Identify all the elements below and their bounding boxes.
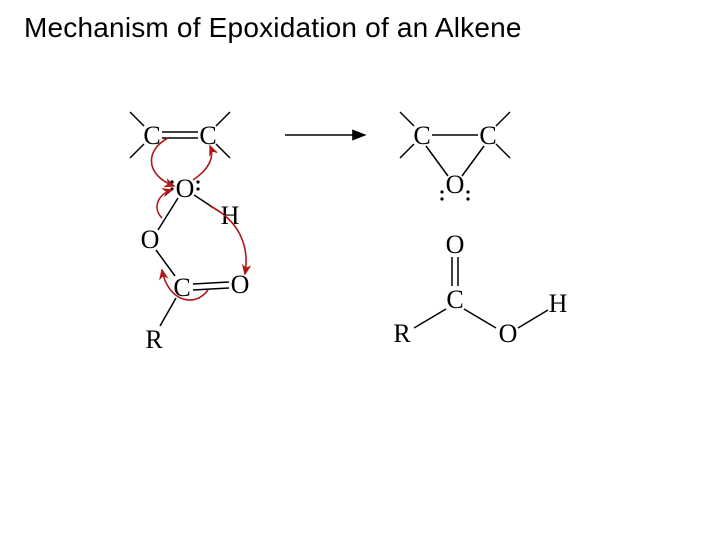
lonepair-dot: [170, 180, 173, 183]
lonepair-dot: [196, 180, 199, 183]
epoxide-C2: C: [479, 121, 496, 150]
bond-Omid-C: [156, 250, 175, 276]
lonepair-dot: [440, 197, 443, 200]
acid-C-OH: [464, 309, 496, 328]
lonepair-dot: [440, 190, 443, 193]
page-title: Mechanism of Epoxidation of an Alkene: [24, 12, 522, 44]
bond-Otop-Omid: [158, 198, 178, 230]
epoxide-C1: C: [413, 121, 430, 150]
ep-sub-C1-up: [400, 112, 414, 126]
sub-C1-up: [130, 112, 144, 126]
arrow-OO-break: [157, 190, 172, 218]
mechanism-diagram: C C O H O C O R C C: [90, 90, 630, 450]
epoxide-O: O: [446, 170, 465, 199]
ep-sub-C2-down: [496, 144, 510, 158]
lonepair-dot: [466, 197, 469, 200]
bond-C-Odbl-1: [193, 282, 229, 284]
arrow-O-to-C2: [193, 146, 212, 180]
bond-C-R: [160, 298, 176, 326]
lonepair-dot: [466, 190, 469, 193]
acid-O-top: O: [446, 230, 465, 259]
peracid-C: C: [173, 273, 190, 302]
epoxide-C1-O: [426, 146, 448, 176]
bond-C-Odbl-2: [193, 288, 229, 290]
sub-C1-down: [130, 144, 144, 158]
sub-C2-down: [216, 144, 230, 158]
acid-O-right: O: [499, 319, 518, 348]
peracid-R: R: [145, 325, 163, 354]
acid-R: R: [393, 319, 411, 348]
acid-C-R: [414, 309, 446, 328]
sub-C2-up: [216, 112, 230, 126]
peracid-H: H: [221, 201, 240, 230]
peracid-O-dbl: O: [231, 270, 250, 299]
ep-sub-C2-up: [496, 112, 510, 126]
lonepair-dot: [196, 187, 199, 190]
acid-O-H: [518, 310, 548, 328]
acid-H: H: [549, 289, 568, 318]
ep-sub-C1-down: [400, 144, 414, 158]
reactant-C2: C: [199, 121, 216, 150]
acid-C: C: [446, 285, 463, 314]
epoxide-C2-O: [462, 146, 484, 176]
